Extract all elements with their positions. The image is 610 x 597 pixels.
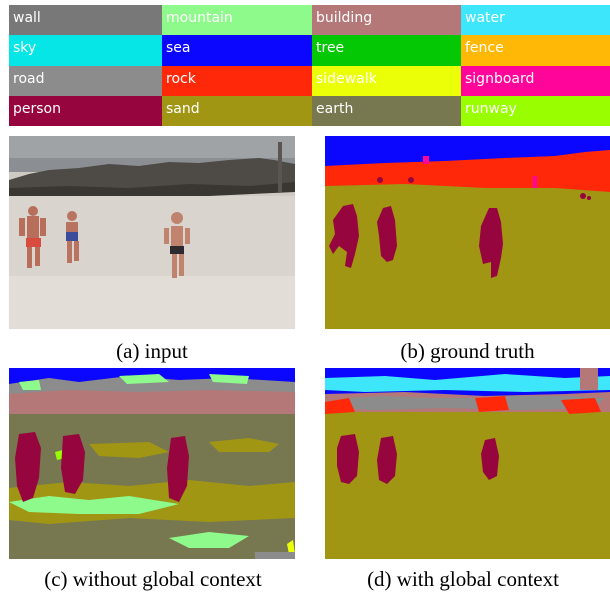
caption-with-global-context: (d) with global context [367, 567, 559, 591]
legend-item: wall [9, 5, 162, 36]
prediction-without-global-context [9, 368, 295, 559]
legend-item: person [9, 95, 162, 126]
ground-truth-segmentation [325, 136, 610, 329]
class-color-legend: wall mountain building water sky sea tre… [9, 5, 610, 126]
legend-item: water [461, 5, 610, 36]
legend-item: building [312, 5, 461, 36]
prediction-with-global-context [325, 368, 610, 559]
legend-item: sky [9, 35, 162, 66]
legend-item: rock [162, 65, 312, 96]
caption-input: (a) input [116, 339, 188, 363]
legend-item: sand [162, 95, 312, 126]
legend-item: road [9, 65, 162, 96]
legend-item: runway [461, 95, 610, 126]
legend-item: signboard [461, 65, 610, 96]
legend-item: earth [312, 95, 461, 126]
legend-item: sea [162, 35, 312, 66]
input-photo [9, 136, 295, 329]
legend-item: tree [312, 35, 461, 66]
legend-item: mountain [162, 5, 312, 36]
legend-item: sidewalk [312, 65, 461, 96]
caption-without-global-context: (c) without global context [44, 567, 262, 591]
caption-ground-truth: (b) ground truth [400, 339, 535, 363]
legend-item: fence [461, 35, 610, 66]
